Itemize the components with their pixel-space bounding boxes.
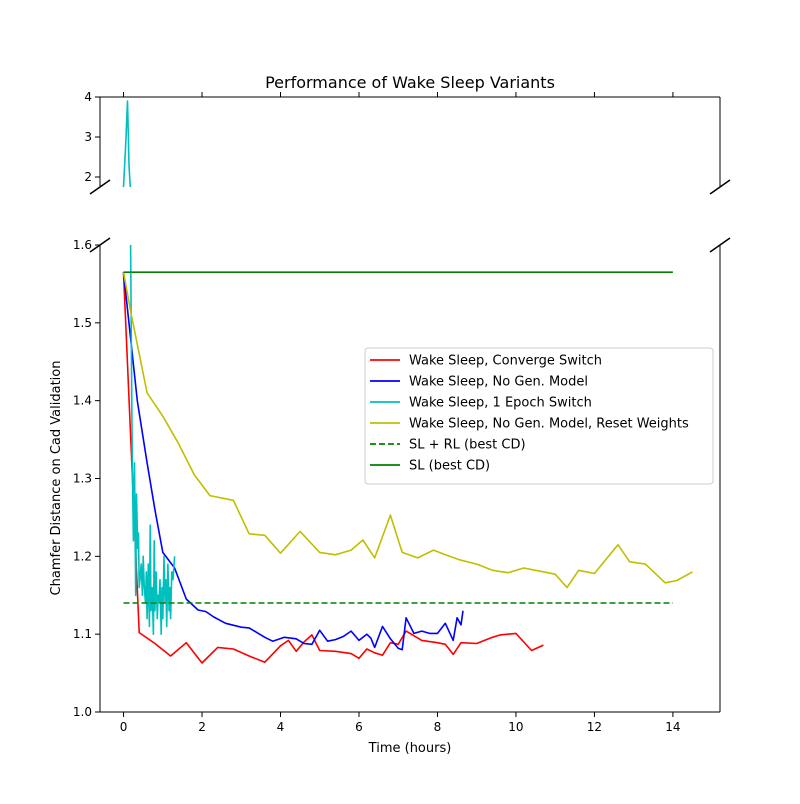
y-tick-label: 1.3 [73,472,92,486]
series-2-line-upper [122,100,132,187]
legend-label: Wake Sleep, Converge Switch [409,354,602,369]
series-1-line-lower [122,272,464,651]
series-3-line-lower [122,272,693,589]
legend-box [364,347,714,485]
series-0-line-upper [124,194,544,214]
legend-label: Wake Sleep, 1 Epoch Switch [409,396,592,411]
y-tick-label: 1.5 [73,316,92,330]
x-tick-label: 0 [120,720,128,734]
plot-layer: 0 2 4 6 8 10 12 14 1.0 1.1 1.2 1.3 1.4 1.5 1.6 2 3 4 Wake … [73,90,731,734]
legend-label: Wake Sleep, No Gen. Model, Reset Weights [409,417,689,432]
y-tick-label: 1.6 [73,238,92,252]
axis-break-mark [709,237,731,253]
axis-break-mark [89,179,111,195]
series-1-line-upper [124,194,464,213]
x-tick-label: 10 [508,720,523,734]
y-tick-label: 1.2 [73,549,92,563]
axis-break-mark [709,179,731,195]
upper-y-tick-label: 2 [84,170,92,184]
y-tick-label: 1.0 [73,705,92,719]
y-tick-label: 1.4 [73,394,92,408]
y-axis-label: Chamfer Distance on Cad Validation [49,361,64,596]
x-axis-label: Time (hours) [368,741,452,756]
legend-label: Wake Sleep, No Gen. Model [409,375,588,390]
x-tick-label: 12 [587,720,602,734]
series-0-line-lower [122,272,544,664]
x-tick-label: 4 [277,720,285,734]
chart-title: Performance of Wake Sleep Variants [265,73,555,92]
legend: Wake Sleep, Converge Switch Wake Sleep, N… [364,347,714,485]
x-tick-label: 6 [355,720,363,734]
x-tick-label: 8 [434,720,442,734]
series-2-line-lower [129,245,176,636]
legend-label: SL (best CD) [409,459,490,474]
legend-label: SL + RL (best CD) [409,438,526,453]
y-tick-label: 1.1 [73,627,92,641]
series-3-line-upper [124,194,693,210]
upper-y-tick-label: 4 [84,90,92,104]
x-tick-label: 14 [665,720,680,734]
upper-y-tick-label: 3 [84,130,92,144]
x-tick-label: 2 [198,720,206,734]
